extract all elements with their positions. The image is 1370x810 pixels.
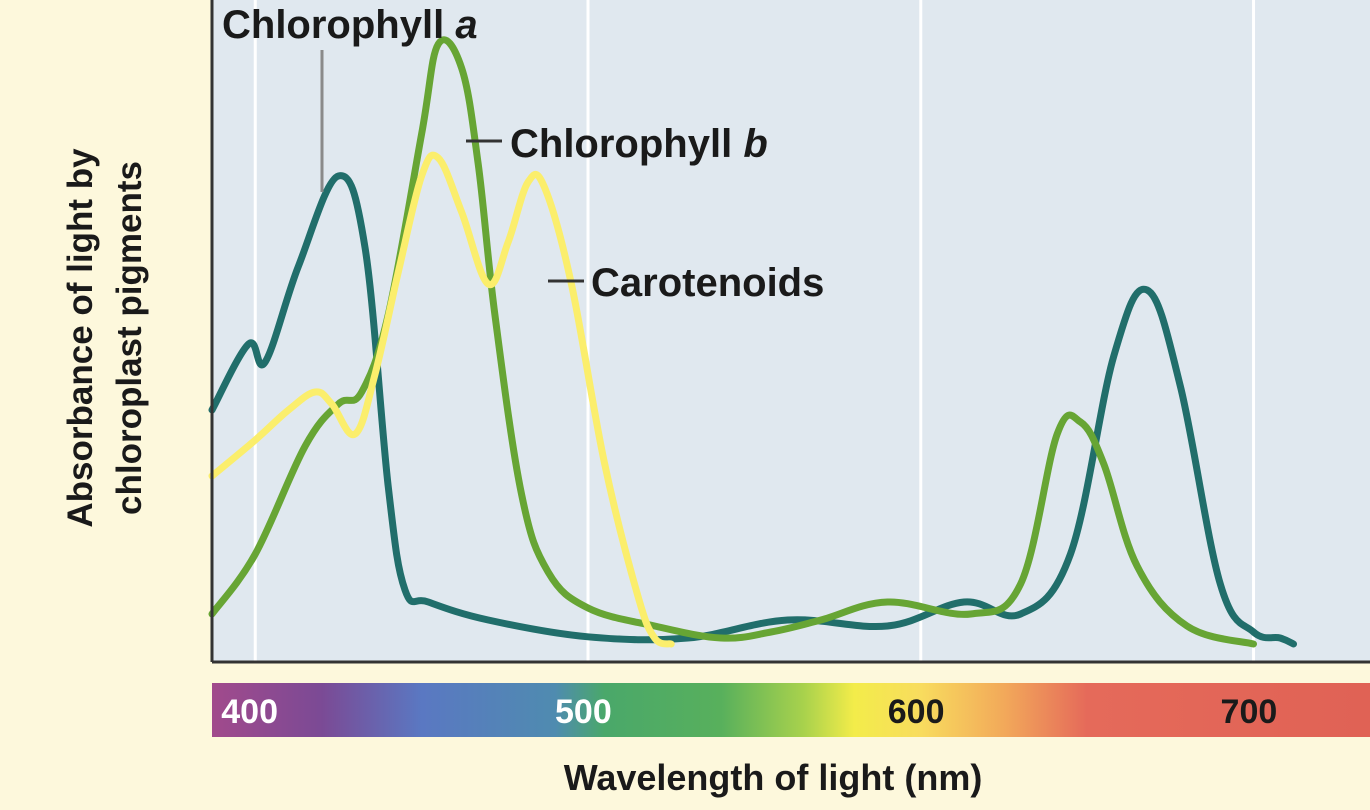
chlorophyll-b-label-italic: b [743, 122, 767, 166]
x-tick-label-600: 600 [888, 693, 945, 731]
chlorophyll-a-line [208, 172, 1297, 648]
x-tick-label-700: 700 [1221, 693, 1278, 731]
x-axis-label: Wavelength of light (nm) [564, 757, 983, 798]
y-axis-label: Absorbance of light by chloroplast pigme… [61, 148, 149, 528]
plot-background [212, 0, 1370, 662]
chlorophyll-a-label-italic: a [455, 3, 477, 47]
chlorophyll-a-label-text: Chlorophyll [222, 3, 455, 47]
x-tick-label-400: 400 [221, 693, 278, 731]
y-axis-label-line-2: chloroplast pigments [110, 161, 149, 515]
chlorophyll-b-label-text: Chlorophyll [510, 122, 743, 166]
chlorophyll-b-label: Chlorophyll b [510, 122, 768, 166]
x-tick-label-500: 500 [555, 693, 612, 731]
x-tick-labels: 400 500 600 700 [221, 693, 1277, 731]
spectrum-bar [212, 683, 1370, 737]
axes [210, 0, 1370, 664]
carotenoids-line [208, 151, 675, 648]
series-layer [208, 36, 1297, 648]
y-axis-label-line-1: Absorbance of light by [61, 148, 100, 528]
carotenoids-label-text: Carotenoids [591, 261, 824, 305]
carotenoids-label: Carotenoids [591, 261, 824, 305]
chlorophyll-a-label: Chlorophyll a [222, 3, 478, 47]
